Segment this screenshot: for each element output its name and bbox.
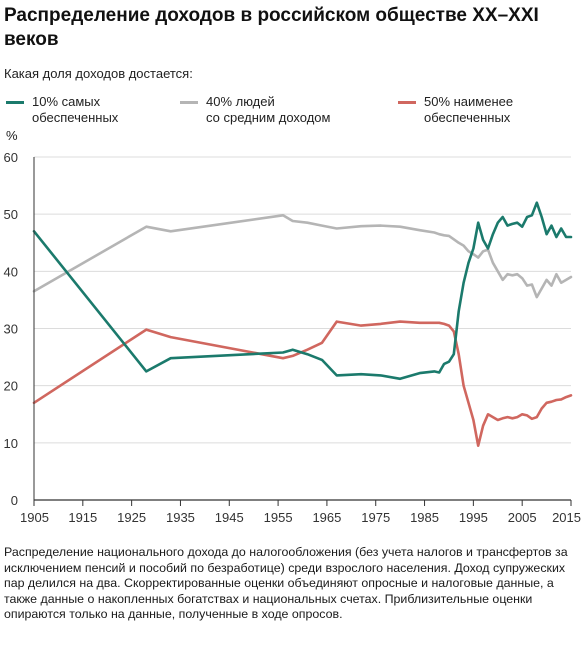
x-tick-label: 2015 bbox=[552, 510, 581, 525]
y-tick-label: 40 bbox=[4, 264, 18, 279]
legend-label-bottom50: 50% наименее обеспеченных bbox=[424, 94, 514, 125]
x-tick-label: 1965 bbox=[312, 510, 341, 525]
series-layer bbox=[32, 201, 573, 447]
x-tick-label: 1915 bbox=[68, 510, 97, 525]
chart-footnote: Распределение национального дохода до на… bbox=[4, 545, 568, 622]
legend-label-top10: 10% самых обеспеченных bbox=[32, 94, 119, 125]
legend-swatch-top10 bbox=[6, 101, 24, 104]
grid-layer bbox=[34, 156, 571, 501]
x-tick-label: 1955 bbox=[264, 510, 293, 525]
y-tick-label: 0 bbox=[11, 493, 18, 508]
series-line-top10 bbox=[32, 201, 573, 381]
y-tick-label: 20 bbox=[4, 379, 18, 394]
y-tick-label: 60 bbox=[4, 150, 18, 165]
x-tick-label: 1995 bbox=[459, 510, 488, 525]
legend-swatch-bottom50 bbox=[398, 101, 416, 104]
y-tick-label: 50 bbox=[4, 207, 18, 222]
chart-title: Распределение доходов в российском общес… bbox=[4, 5, 539, 50]
y-tick-label: 30 bbox=[4, 322, 18, 337]
x-tick-label: 2005 bbox=[508, 510, 537, 525]
x-tick-label: 1925 bbox=[117, 510, 146, 525]
x-tick-label: 1905 bbox=[20, 510, 49, 525]
x-tick-label: 1945 bbox=[215, 510, 244, 525]
chart-subtitle: Какая доля доходов достается: bbox=[4, 66, 193, 81]
legend-label-middle40: 40% людей со средним доходом bbox=[206, 94, 331, 125]
x-tick-label: 1935 bbox=[166, 510, 195, 525]
legend-swatch-middle40 bbox=[180, 101, 198, 104]
axis-layer: 0 10 20 30 40 50 60 1905 1915 1925 1935 1945 1955 196… bbox=[4, 150, 581, 525]
x-tick-label: 1975 bbox=[361, 510, 390, 525]
y-tick-label: 10 bbox=[4, 436, 18, 451]
series-line-middle40 bbox=[32, 214, 573, 299]
x-tick-label: 1985 bbox=[410, 510, 439, 525]
y-axis-unit: % bbox=[6, 128, 18, 143]
series-line-bottom50 bbox=[32, 320, 573, 447]
line-chart: 0 10 20 30 40 50 60 1905 1915 1925 1935 1945 1955 196… bbox=[4, 150, 581, 525]
